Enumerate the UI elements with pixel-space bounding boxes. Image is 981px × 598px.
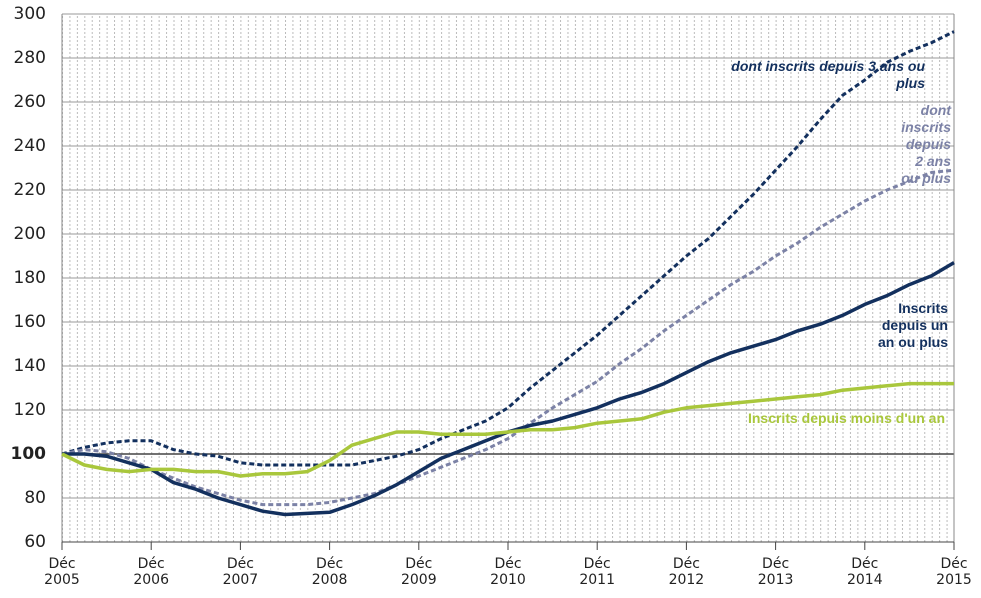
y-tick-label: 100 bbox=[11, 444, 47, 464]
series-label: dont inscrits depuis 3 ans ou plus bbox=[731, 58, 925, 91]
x-tick-label: Déc 2006 bbox=[133, 556, 169, 588]
y-tick-label: 140 bbox=[14, 356, 46, 376]
x-tick-label: Déc 2007 bbox=[222, 556, 259, 588]
x-tick-label: Déc 2010 bbox=[490, 556, 526, 588]
y-tick-label: 160 bbox=[14, 312, 46, 332]
series-line bbox=[61, 30, 955, 467]
series-line bbox=[61, 381, 954, 478]
y-tick-label: 240 bbox=[14, 136, 46, 156]
x-tick-label: Déc 2011 bbox=[579, 556, 615, 588]
series-label: dont inscrits depuis 2 ans ou plus bbox=[901, 102, 951, 186]
y-tick-label: 260 bbox=[14, 92, 46, 112]
x-tick-label: Déc 2005 bbox=[44, 556, 80, 588]
x-tick-label: Déc 2008 bbox=[311, 556, 348, 588]
y-tick-label: 120 bbox=[14, 400, 46, 420]
series-label: Inscrits depuis un an ou plus bbox=[878, 300, 948, 350]
x-tick-label: Déc 2015 bbox=[936, 556, 972, 588]
x-tick-label: Déc 2012 bbox=[668, 556, 705, 588]
series-line bbox=[61, 168, 955, 507]
y-tick-label: 200 bbox=[14, 224, 46, 244]
x-tick-label: Déc 2013 bbox=[757, 556, 794, 588]
y-tick-label: 180 bbox=[14, 268, 46, 288]
x-tick-label: Déc 2014 bbox=[846, 556, 883, 588]
y-tick-label: 280 bbox=[14, 48, 46, 68]
x-tick-label: Déc 2009 bbox=[400, 556, 437, 588]
y-tick-label: 300 bbox=[14, 4, 46, 24]
y-tick-label: 220 bbox=[14, 180, 46, 200]
series-label: Inscrits depuis moins d'un an bbox=[747, 410, 945, 426]
y-tick-label: 60 bbox=[24, 532, 46, 552]
y-tick-label: 80 bbox=[24, 488, 46, 508]
